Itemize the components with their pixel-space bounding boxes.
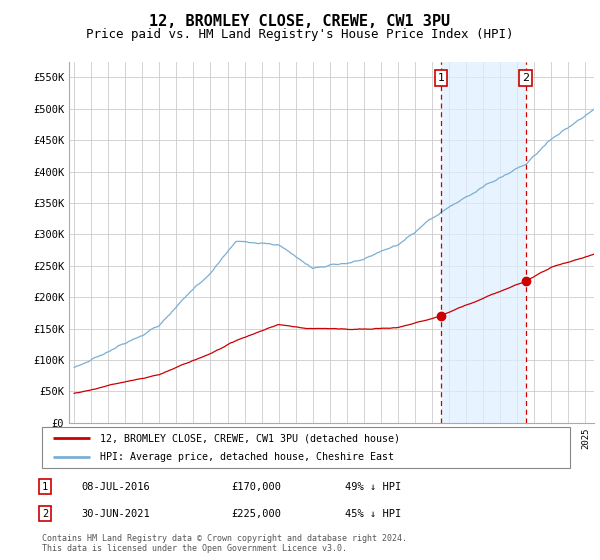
Text: £225,000: £225,000 (231, 508, 281, 519)
Text: 1: 1 (437, 73, 445, 83)
Text: 2: 2 (42, 508, 48, 519)
Text: Contains HM Land Registry data © Crown copyright and database right 2024.
This d: Contains HM Land Registry data © Crown c… (42, 534, 407, 553)
Text: 12, BROMLEY CLOSE, CREWE, CW1 3PU: 12, BROMLEY CLOSE, CREWE, CW1 3PU (149, 14, 451, 29)
Text: 1: 1 (42, 482, 48, 492)
Text: Price paid vs. HM Land Registry's House Price Index (HPI): Price paid vs. HM Land Registry's House … (86, 28, 514, 41)
Text: 2: 2 (522, 73, 529, 83)
Text: 12, BROMLEY CLOSE, CREWE, CW1 3PU (detached house): 12, BROMLEY CLOSE, CREWE, CW1 3PU (detac… (100, 433, 400, 443)
Text: HPI: Average price, detached house, Cheshire East: HPI: Average price, detached house, Ches… (100, 452, 394, 461)
Text: £170,000: £170,000 (231, 482, 281, 492)
Text: 49% ↓ HPI: 49% ↓ HPI (345, 482, 401, 492)
Text: 30-JUN-2021: 30-JUN-2021 (81, 508, 150, 519)
Text: 45% ↓ HPI: 45% ↓ HPI (345, 508, 401, 519)
Text: 08-JUL-2016: 08-JUL-2016 (81, 482, 150, 492)
FancyBboxPatch shape (42, 427, 570, 468)
Bar (441, 62, 526, 423)
